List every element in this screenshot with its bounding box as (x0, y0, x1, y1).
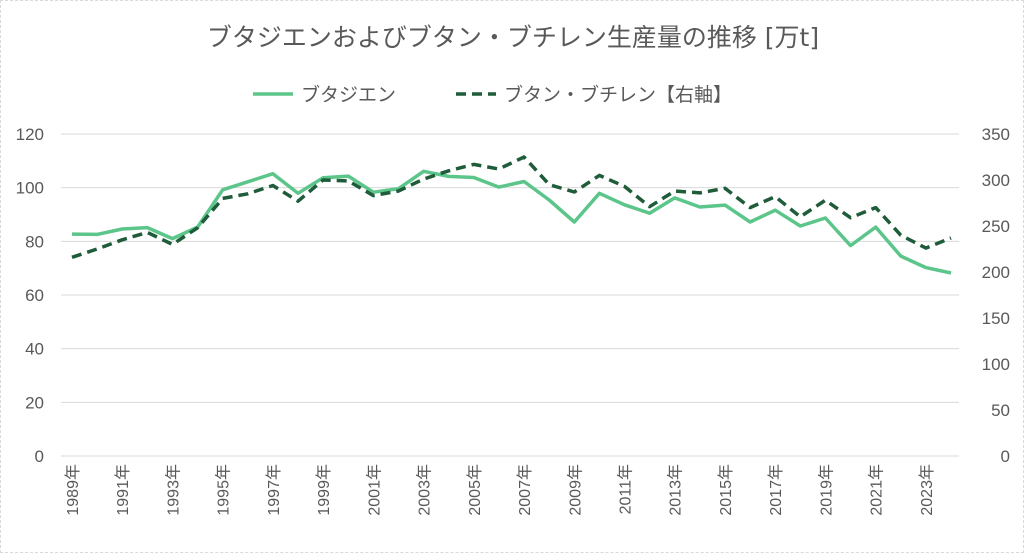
x-axis-tick-label: 2005年 (466, 464, 484, 516)
gridlines (61, 133, 959, 457)
x-axis-tick-label: 2011年 (617, 464, 635, 514)
chart-title: ブタジエンおよびブタン・ブチレン生産量の推移 [万t] (207, 23, 819, 52)
left-axis-tick-label: 0 (35, 447, 44, 466)
x-axis-tick-label: 1999年 (315, 464, 333, 516)
left-axis-tick-label: 100 (16, 179, 44, 198)
series-line-butane-butylene (71, 155, 952, 259)
right-axis-tick-label: 250 (982, 217, 1010, 236)
x-axis-tick-label: 2015年 (717, 464, 735, 516)
x-axis-tick-label: 2003年 (416, 464, 434, 516)
series-layer (71, 155, 952, 275)
x-axis-tick-label: 1995年 (215, 464, 233, 516)
x-axis-tick-label: 1989年 (64, 464, 82, 516)
x-axis-tick-label: 2019年 (817, 464, 835, 516)
right-axis-tick-label: 300 (982, 171, 1010, 190)
x-axis-tick-label: 2021年 (868, 464, 886, 516)
x-axis-tick-label: 2023年 (918, 464, 936, 516)
right-axis-tick-label: 350 (982, 125, 1010, 144)
x-axis-tick-label: 2007年 (516, 464, 534, 516)
right-axis-tick-label: 150 (982, 309, 1010, 328)
x-axis-tick-label: 1991年 (114, 464, 132, 516)
legend: ブタジエン ブタン・ブチレン【右軸】 (253, 83, 732, 106)
legend-label-butadiene: ブタジエン (301, 83, 396, 106)
x-axis-tick-label: 2009年 (566, 464, 584, 516)
right-axis-tick-label: 200 (982, 263, 1010, 282)
x-axis-tick-label: 2017年 (767, 464, 785, 516)
left-axis-tick-label: 120 (16, 125, 44, 144)
x-axis-tick-label: 2013年 (667, 464, 685, 516)
left-axis-tick-label: 60 (25, 286, 44, 305)
legend-label-butane-butylene: ブタン・ブチレン【右軸】 (504, 83, 732, 106)
right-axis-tick-label: 0 (1001, 447, 1010, 466)
series-line-butadiene (71, 169, 952, 275)
x-axis-tick-label: 1997年 (265, 464, 283, 516)
left-axis-tick-label: 40 (25, 340, 44, 359)
right-axis-ticks: 0 50 100 150 200 250 300 350 (982, 125, 1010, 466)
left-axis-tick-label: 20 (25, 393, 44, 412)
right-axis-tick-label: 100 (982, 355, 1010, 374)
right-axis-tick-label: 50 (991, 401, 1010, 420)
x-axis-tick-label: 1993年 (164, 464, 182, 516)
left-axis-tick-label: 80 (25, 232, 44, 251)
x-axis-tick-label: 2001年 (365, 464, 383, 516)
left-axis-ticks: 0 20 40 60 80 100 120 (16, 125, 44, 466)
x-axis-ticks: 1989年 1991年 1993年 1995年 1997年 1999年 2001年 2003年… (64, 464, 936, 516)
